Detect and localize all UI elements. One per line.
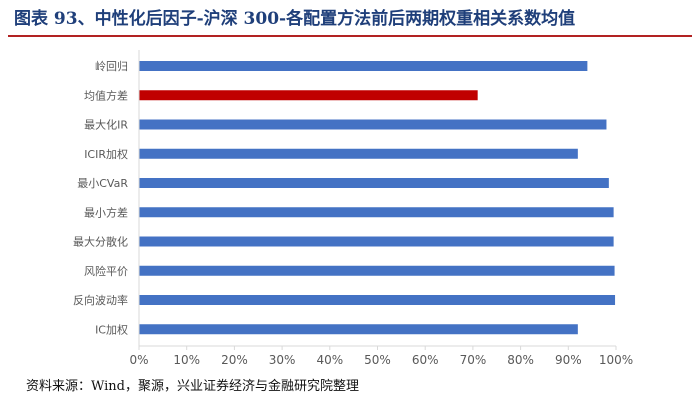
x-tick-label: 30% [269, 353, 296, 367]
x-tick-label: 20% [221, 353, 248, 367]
figure-source: 资料来源：Wind，聚源，兴业证券经济与金融研究院整理 [26, 379, 359, 394]
x-tick-label: 70% [460, 353, 487, 367]
category-label: IC加权 [95, 323, 128, 336]
category-label: 风险平价 [84, 264, 128, 278]
bar [139, 119, 607, 130]
x-tick-label: 100% [599, 353, 633, 367]
x-tick-label: 0% [129, 353, 148, 367]
category-label: 最大分散化 [73, 235, 128, 249]
bar [139, 207, 614, 218]
category-label: 岭回归 [95, 59, 128, 73]
chart-area: 岭回归均值方差最大化IR ICIR加权最小CVaR 最小方差最大分散化风险平价反向波… [0, 40, 700, 375]
bar [139, 265, 615, 276]
category-label: 反向波动率 [73, 293, 128, 307]
bar [139, 61, 588, 71]
x-tick-label: 40% [316, 353, 343, 367]
title-rule [8, 35, 692, 37]
x-axis: 0% 10% 20% 30% 40% 50% 60% 70% 80% 90% 100% [129, 50, 633, 367]
bar [139, 178, 609, 188]
x-tick-label: 90% [555, 353, 582, 367]
bar [139, 324, 578, 335]
category-label: 均值方差 [84, 88, 128, 102]
x-tick-label: 80% [507, 353, 534, 367]
x-tick-label: 10% [173, 353, 200, 367]
bar [139, 148, 578, 159]
bar [139, 90, 478, 101]
category-label: 最小方差 [84, 205, 128, 219]
category-label: 最大化IR [84, 118, 128, 132]
bar [139, 236, 614, 247]
category-label: ICIR加权 [84, 148, 128, 161]
x-tick-label: 50% [364, 353, 391, 367]
category-label: 最小CVaR [77, 177, 128, 190]
bar [139, 295, 616, 305]
bars [139, 61, 616, 335]
x-tick-label: 60% [412, 353, 439, 367]
figure-title: 图表 93、中性化后因子-沪深 300-各配置方法前后两期权重相关系数均值 [14, 9, 576, 29]
